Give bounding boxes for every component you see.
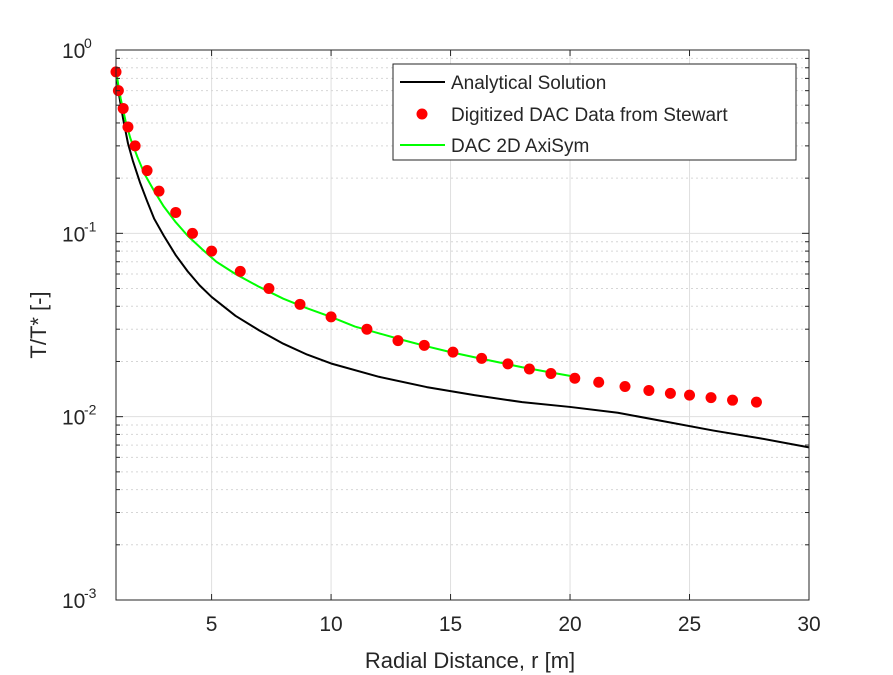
data-point [727,394,739,406]
y-tick-label: 10 [62,407,85,430]
data-point [141,165,153,177]
x-tick-label: 10 [319,613,342,636]
data-point [206,245,218,257]
data-point [325,311,337,323]
y-tick-label-exponent: -1 [84,218,97,234]
data-point [705,392,717,404]
data-point [294,298,306,310]
y-tick-label: 10 [62,40,85,63]
x-tick-label: 5 [206,613,218,636]
legend-analytical-label: Analytical Solution [451,73,606,94]
data-point [418,339,430,351]
data-point [664,387,676,399]
x-ticks: 5 10 15 20 25 30 [206,50,821,636]
data-point [476,352,488,364]
series-line-analytical-solution [115,69,810,449]
data-point [684,389,696,401]
legend-box [392,63,797,161]
axes-box [115,49,810,601]
data-point [263,283,275,295]
data-point [523,363,535,375]
data-point [619,381,631,393]
data-point [170,206,182,218]
data-point [129,140,141,152]
data-point [153,185,165,197]
data-point [569,372,581,384]
legend-axisym-label: DAC 2D AxiSym [451,136,589,157]
data-point [234,265,246,277]
legend[interactable]: Analytical Solution Digitized DAC Data f… [392,63,797,161]
data-point [186,227,198,239]
x-tick-label: 20 [558,613,581,636]
y-tick-label-exponent: -2 [84,402,97,418]
data-point [117,102,129,114]
data-point [361,323,373,335]
legend-digitized-label: Digitized DAC Data from Stewart [451,105,728,126]
data-point [593,376,605,388]
data-point [392,335,404,347]
y-tick-label: 10 [62,223,85,246]
data-point [502,358,514,370]
data-point [750,396,762,408]
x-tick-label: 30 [797,613,820,636]
y-axis-label: T/T* [-] [26,291,51,358]
data-point [122,121,134,133]
y-tick-label-exponent: -3 [84,585,97,601]
data-point [643,384,655,396]
data-point [447,346,459,358]
legend-digitized-swatch [416,108,428,120]
x-axis-label: Radial Distance, r [m] [365,648,575,673]
x-tick-label: 25 [678,613,701,636]
x-tick-label: 15 [439,613,462,636]
data-point [545,367,557,379]
series-layer [110,66,810,449]
y-tick-label: 10 [62,590,85,613]
y-tick-label-exponent: 0 [84,35,92,51]
